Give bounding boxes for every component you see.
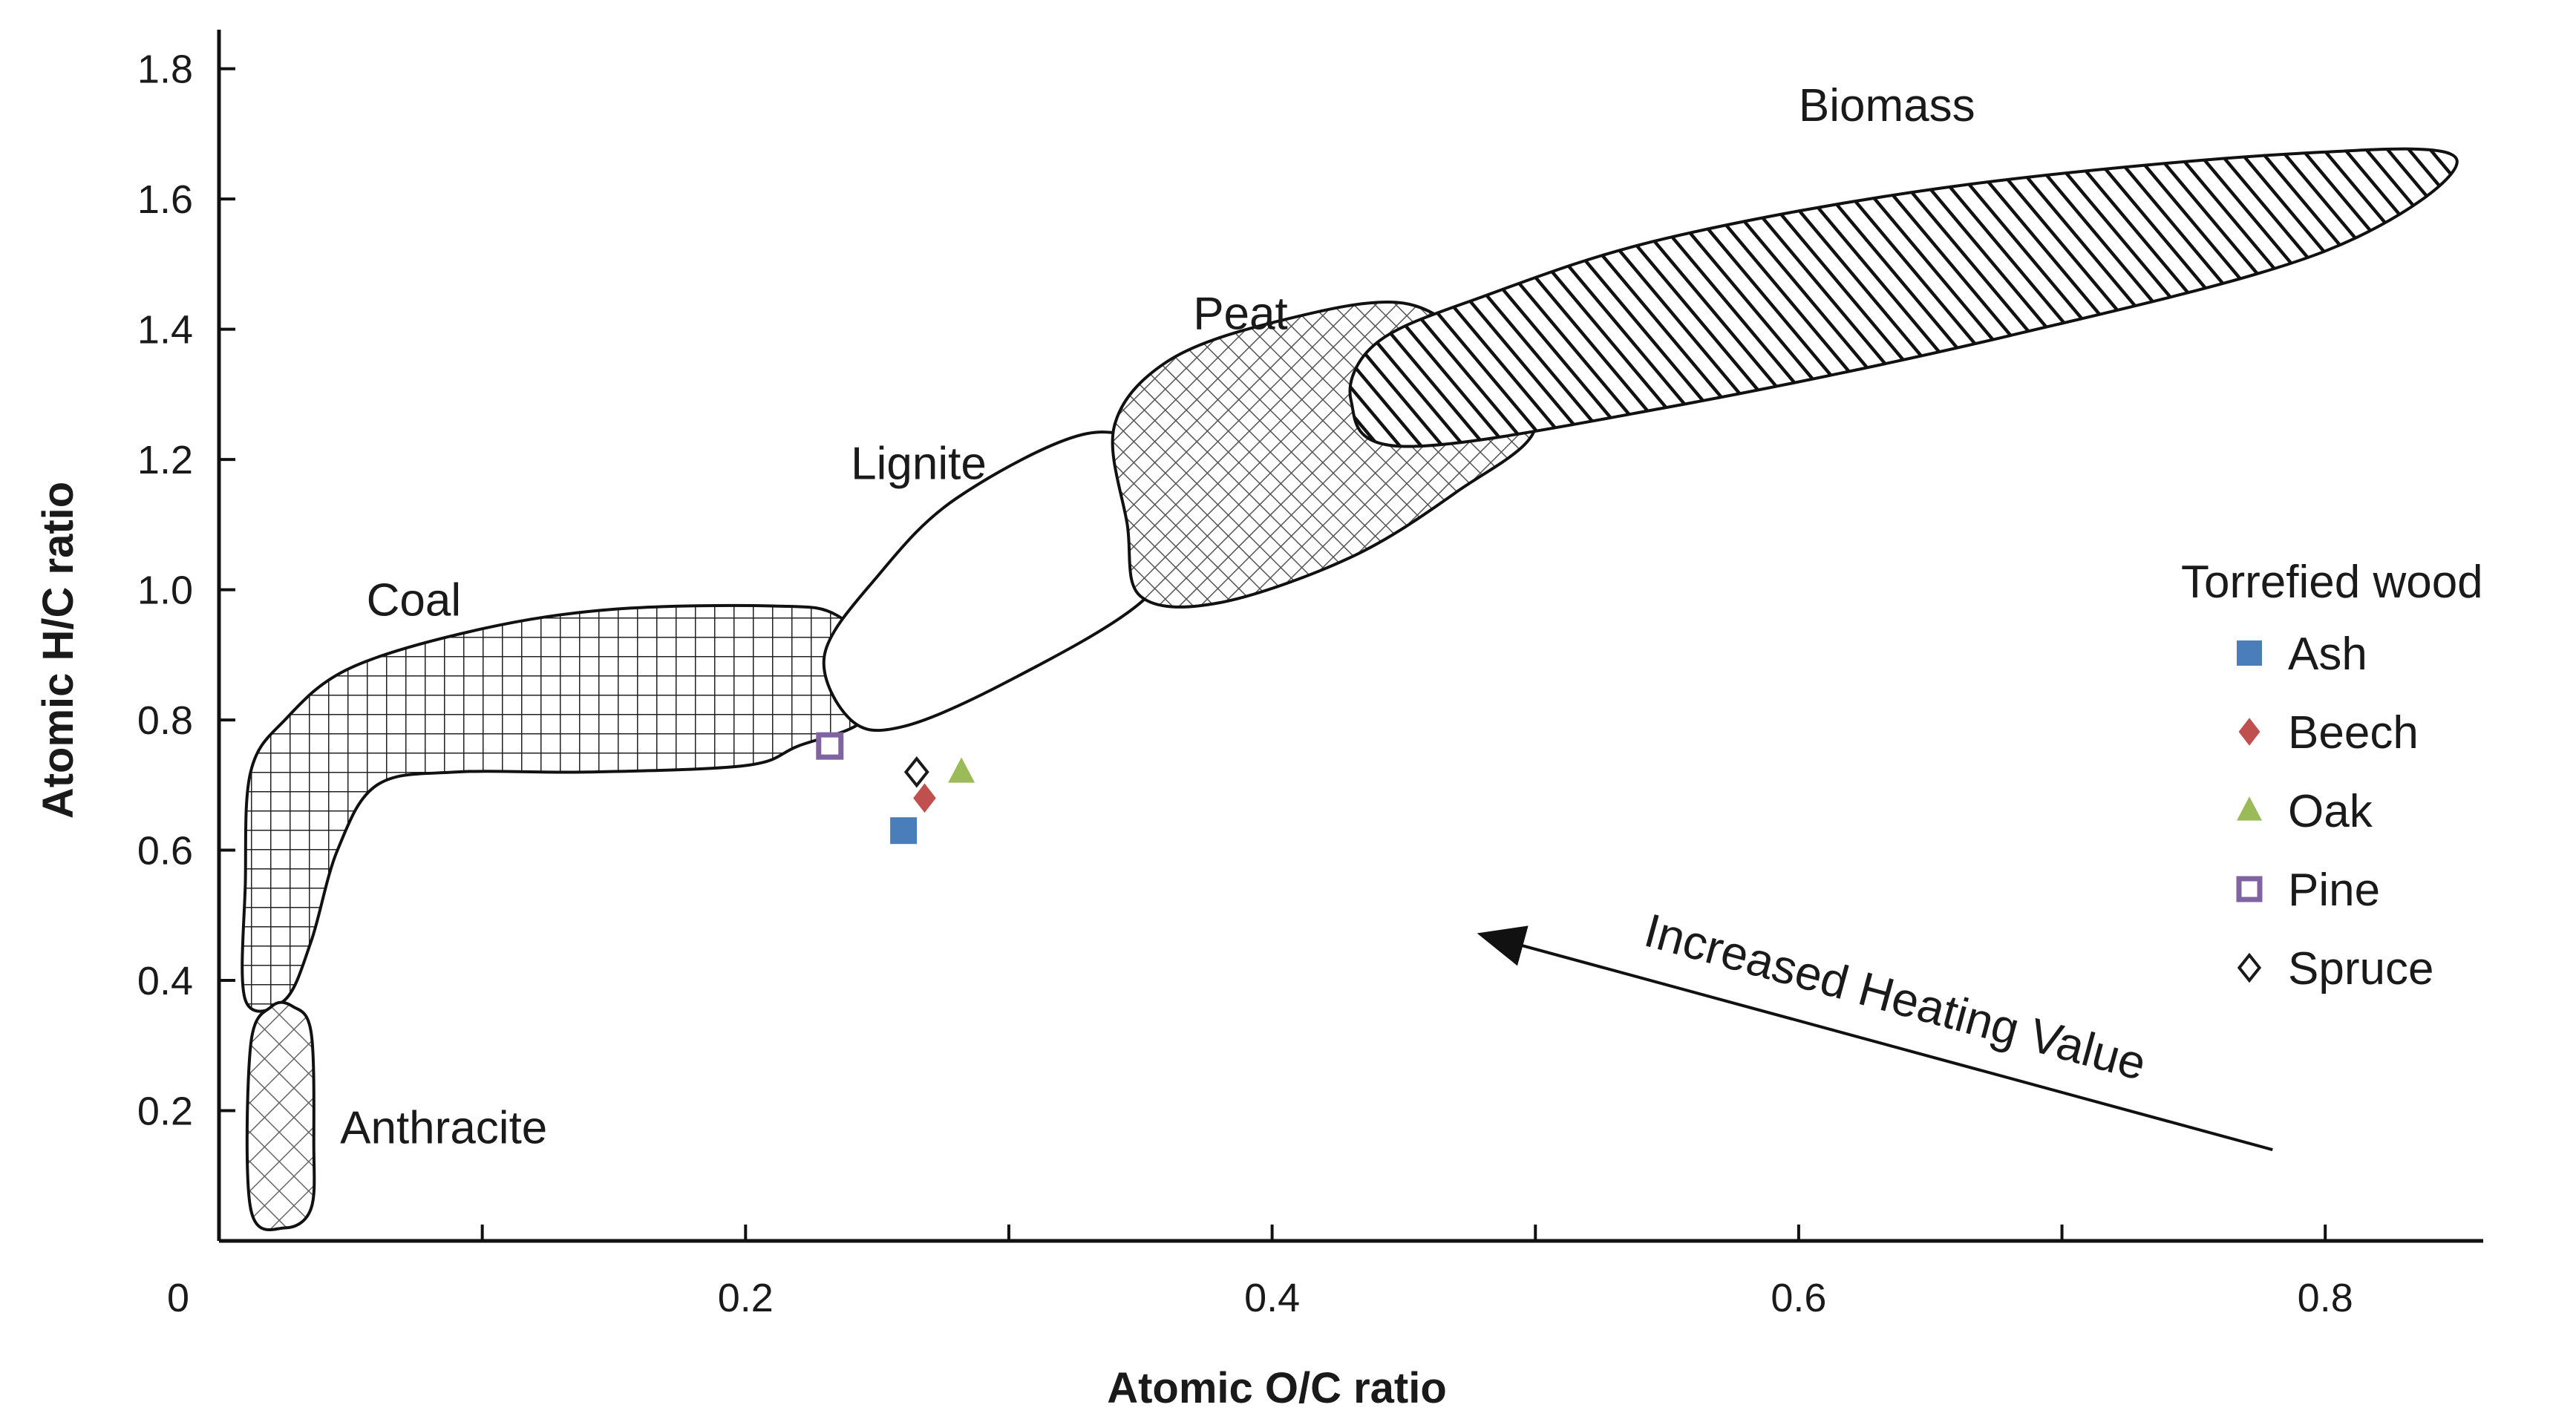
heating-value-annotation: Increased Heating Value	[1477, 903, 2273, 1152]
y-tick-label: 1.8	[137, 47, 193, 92]
region-label-anthracite: Anthracite	[340, 1102, 547, 1153]
legend-marker-beech	[2238, 718, 2260, 746]
legend-marker-spruce	[2237, 952, 2262, 983]
y-tick-label: 1.2	[137, 438, 193, 482]
y-tick-label: 1.4	[137, 308, 193, 353]
labels-layer: Biomass Peat Lignite Coal Anthracite	[340, 80, 1975, 1154]
ticks-layer: 0 0.2 0.4 0.6 0.8 0.2 0.4 0.6 0.8 1.0 1.2 1.4 1.6 1.8	[137, 47, 2353, 1320]
legend-marker-oak	[2237, 796, 2262, 821]
y-tick-label: 0.4	[137, 959, 193, 1003]
legend-items: Ash Beech Oak Pine Spruce	[2236, 629, 2433, 994]
legend-title: Torrefied wood	[2181, 557, 2483, 608]
x-tick-label: 0.2	[718, 1276, 774, 1320]
legend-marker-pine	[2236, 876, 2263, 902]
data-point-ash	[890, 817, 918, 845]
region-label-coal: Coal	[367, 575, 462, 626]
legend-label-beech: Beech	[2288, 707, 2419, 758]
region-biomass	[1348, 147, 2459, 448]
y-tick-label: 1.6	[137, 177, 193, 222]
x-tick-label: 0.4	[1244, 1276, 1300, 1320]
y-tick-label: 0.6	[137, 829, 193, 874]
y-tick-label: 0.2	[137, 1089, 193, 1134]
legend: Torrefied wood Ash Beech Oak Pine Spruce	[2181, 557, 2483, 994]
y-axis-title: Atomic H/C ratio	[34, 482, 82, 819]
data-point-oak	[948, 757, 975, 783]
y-tick-label: 0.8	[137, 698, 193, 743]
legend-label-oak: Oak	[2288, 786, 2373, 837]
legend-label-pine: Pine	[2288, 865, 2380, 916]
regions-layer	[241, 147, 2459, 1232]
region-label-lignite: Lignite	[851, 438, 987, 489]
x-tick-label: 0.8	[2298, 1276, 2353, 1320]
x-tick-label: 0	[167, 1276, 189, 1320]
data-point-spruce	[903, 756, 929, 788]
legend-marker-ash	[2237, 640, 2262, 666]
region-label-peat: Peat	[1193, 289, 1288, 340]
heating-value-arrow	[1477, 925, 2273, 1152]
region-coal	[241, 603, 880, 1013]
region-label-biomass: Biomass	[1799, 80, 1975, 131]
points-layer	[816, 732, 975, 845]
axes-layer	[217, 30, 2483, 1243]
y-tick-label: 1.0	[137, 568, 193, 613]
x-axis-title: Atomic O/C ratio	[1107, 1364, 1447, 1412]
legend-label-spruce: Spruce	[2288, 943, 2433, 994]
x-tick-label: 0.6	[1771, 1276, 1826, 1320]
data-point-pine	[816, 732, 844, 760]
data-point-beech	[913, 783, 936, 813]
region-anthracite	[245, 1000, 316, 1232]
legend-label-ash: Ash	[2288, 629, 2367, 680]
